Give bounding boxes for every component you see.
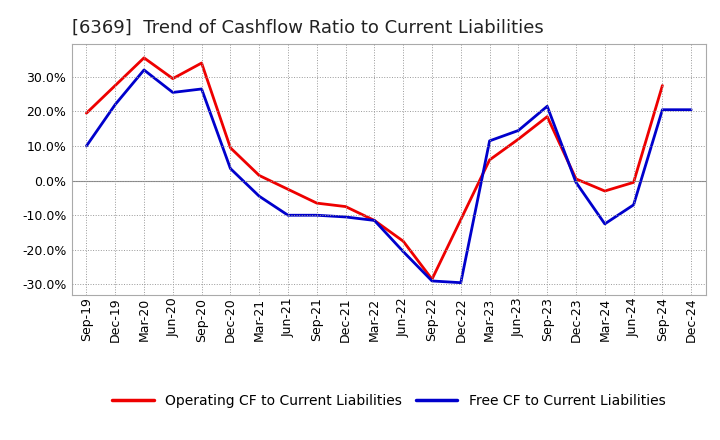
Operating CF to Current Liabilities bbox=[312, 201, 321, 206]
Free CF to Current Liabilities bbox=[629, 202, 638, 208]
Free CF to Current Liabilities bbox=[341, 214, 350, 220]
Line: Free CF to Current Liabilities: Free CF to Current Liabilities bbox=[86, 70, 691, 282]
Free CF to Current Liabilities bbox=[600, 221, 609, 227]
Operating CF to Current Liabilities bbox=[284, 187, 292, 192]
Free CF to Current Liabilities bbox=[197, 86, 206, 92]
Free CF to Current Liabilities bbox=[140, 67, 148, 73]
Operating CF to Current Liabilities bbox=[82, 110, 91, 116]
Legend: Operating CF to Current Liabilities, Free CF to Current Liabilities: Operating CF to Current Liabilities, Fre… bbox=[112, 394, 665, 408]
Operating CF to Current Liabilities bbox=[226, 145, 235, 150]
Operating CF to Current Liabilities bbox=[514, 136, 523, 142]
Operating CF to Current Liabilities bbox=[255, 173, 264, 178]
Free CF to Current Liabilities bbox=[168, 90, 177, 95]
Operating CF to Current Liabilities bbox=[111, 83, 120, 88]
Operating CF to Current Liabilities bbox=[341, 204, 350, 209]
Operating CF to Current Liabilities bbox=[600, 188, 609, 194]
Operating CF to Current Liabilities bbox=[572, 176, 580, 182]
Free CF to Current Liabilities bbox=[572, 180, 580, 185]
Free CF to Current Liabilities bbox=[658, 107, 667, 112]
Free CF to Current Liabilities bbox=[399, 249, 408, 254]
Operating CF to Current Liabilities bbox=[197, 60, 206, 66]
Line: Operating CF to Current Liabilities: Operating CF to Current Liabilities bbox=[86, 58, 662, 279]
Operating CF to Current Liabilities bbox=[428, 277, 436, 282]
Free CF to Current Liabilities bbox=[456, 280, 465, 285]
Operating CF to Current Liabilities bbox=[168, 76, 177, 81]
Free CF to Current Liabilities bbox=[428, 279, 436, 284]
Free CF to Current Liabilities bbox=[485, 138, 494, 143]
Free CF to Current Liabilities bbox=[284, 213, 292, 218]
Operating CF to Current Liabilities bbox=[399, 238, 408, 244]
Free CF to Current Liabilities bbox=[111, 102, 120, 107]
Free CF to Current Liabilities bbox=[255, 194, 264, 199]
Operating CF to Current Liabilities bbox=[140, 55, 148, 60]
Operating CF to Current Liabilities bbox=[543, 114, 552, 119]
Free CF to Current Liabilities bbox=[543, 104, 552, 109]
Free CF to Current Liabilities bbox=[312, 213, 321, 218]
Free CF to Current Liabilities bbox=[687, 107, 696, 112]
Free CF to Current Liabilities bbox=[370, 218, 379, 223]
Operating CF to Current Liabilities bbox=[658, 83, 667, 88]
Free CF to Current Liabilities bbox=[82, 143, 91, 149]
Operating CF to Current Liabilities bbox=[629, 180, 638, 185]
Free CF to Current Liabilities bbox=[514, 128, 523, 133]
Operating CF to Current Liabilities bbox=[485, 157, 494, 162]
Free CF to Current Liabilities bbox=[226, 166, 235, 171]
Text: [6369]  Trend of Cashflow Ratio to Current Liabilities: [6369] Trend of Cashflow Ratio to Curren… bbox=[72, 19, 544, 37]
Operating CF to Current Liabilities bbox=[370, 218, 379, 223]
